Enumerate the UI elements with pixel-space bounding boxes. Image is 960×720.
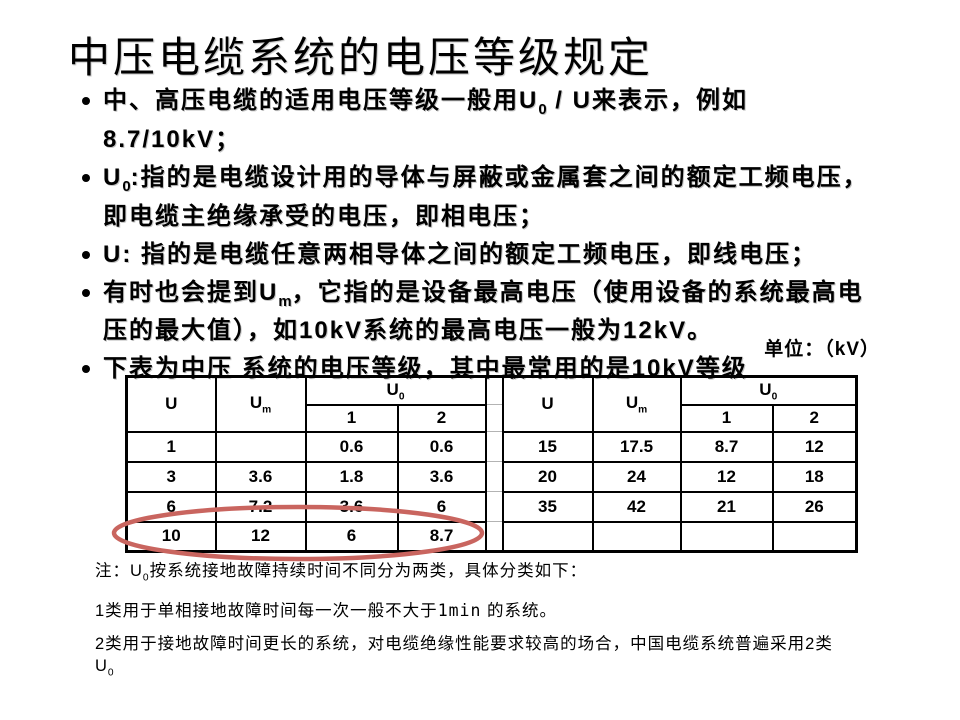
text-segment: 中、高压电缆的适用电压等级一般用U [103,87,539,114]
note-line: 2类用于接地故障时间更长的系统，对电缆绝缘性能要求较高的场合，中国电缆系统普遍采… [95,633,837,684]
table-cell [591,520,682,553]
table-cell: 8.7 [679,430,774,463]
table-cell: 24 [591,460,682,493]
bullet-dot-icon [82,365,90,374]
text-segment: 有时也会提到U [103,278,279,306]
table-cell [771,520,858,553]
table-row: 3 3.6 1.8 3.6 20 24 12 18 [125,460,858,493]
table-cell: 7.2 [214,490,307,523]
table-spacer [484,461,504,492]
table-cell: 6 [304,520,399,553]
unit-label: 单位：（kV） [764,339,880,360]
text-segment: ，它指的是设备最高电压（使用设备的系统最高电压的最大值），如10kV系统的最高电… [103,278,864,345]
bullet-dot-icon [82,250,90,259]
col-header-class2-right: 2 [771,403,858,433]
table-cell: 20 [501,460,594,493]
text-segment: U [103,163,123,191]
table-row-highlighted: 10 12 6 8.7 [125,520,858,553]
table-cell [679,520,774,553]
text-segment: U [249,393,263,413]
table-cell: 21 [679,490,774,523]
col-header-u-left: U [125,375,217,433]
col-header-u-right: U [501,375,594,433]
table-spacer [484,404,504,432]
text-segment: U: 指的是电缆任意两相导体之间的额定工频电压，即线电压； [103,240,817,268]
table-cell: 3.6 [214,460,307,493]
text-segment: :指的是电缆设计用的导体与屏蔽或金属套之间的额定工频电压，即电缆主绝缘承受的电压… [103,163,869,230]
text-segment: 0 [142,572,150,584]
bullet-item: U0:指的是电缆设计用的导体与屏蔽或金属套之间的额定工频电压，即电缆主绝缘承受的… [72,163,884,232]
table-cell: 1 [125,430,217,463]
table-cell: 6 [125,490,217,523]
col-header-class2-left: 2 [396,403,487,433]
text-segment: 注：U [95,562,143,580]
col-header-class1-right: 1 [679,403,774,433]
table-cell: 6 [396,490,487,523]
table-cell [214,430,307,463]
text-segment: 0 [122,178,131,195]
table-cell: 3 [125,460,217,493]
text-segment: m [262,404,272,416]
table-cell: 8.7 [396,520,487,553]
table-cell: 12 [679,460,774,493]
note-line: 1类用于单相接地故障时间每一次一般不大于1min 的系统。 [95,600,837,622]
text-segment: U [386,379,399,399]
table-cell: 0.6 [304,430,399,463]
table-cell: 17.5 [591,430,682,463]
notes: 注：U0按系统接地故障持续时间不同分为两类，具体分类如下： 1类用于单相接地故障… [95,560,837,696]
table-cell: 12 [771,430,858,463]
text-segment: m [638,404,648,416]
col-header-um-right: Um [591,375,682,433]
bullet-text: 中、高压电缆的适用电压等级一般用U0 / U来表示，例如8.7/10kV； [103,87,748,153]
note-line: 注：U0按系统接地故障持续时间不同分为两类，具体分类如下： [95,560,837,589]
text-segment: 0 [107,667,115,679]
col-header-class1-left: 1 [304,403,399,433]
bullet-item: 中、高压电缆的适用电压等级一般用U0 / U来表示，例如8.7/10kV； [72,86,884,155]
text-segment: m [278,293,292,310]
voltage-table: U Um U0 U Um U0 1 2 1 2 1 0.6 0.6 15 17.… [125,375,859,553]
col-header-um-left: Um [214,375,307,433]
table-spacer [484,521,504,552]
table-cell: 12 [214,520,307,553]
table-spacer [484,491,504,522]
col-header-u0-right: U0 [679,375,858,406]
text-segment: 2类用于接地故障时间更长的系统，对电缆绝缘性能要求较高的场合，中国电缆系统普遍采… [95,635,833,676]
table-cell: 3.6 [396,460,487,493]
table-cell: 1.8 [304,460,399,493]
text-segment: 1min [437,601,482,621]
text-segment: 按系统接地故障持续时间不同分为两类，具体分类如下： [149,562,588,580]
table-cell: 26 [771,490,858,523]
text-segment: U [625,393,639,413]
table-cell: 15 [501,430,594,463]
bullet-item: U: 指的是电缆任意两相导体之间的额定工频电压，即线电压； [72,240,884,270]
slide-title: 中压电缆系统的电压等级规定 [68,33,654,82]
table-cell: 18 [771,460,858,493]
table-cell: 0.6 [396,430,487,463]
table-cell: 42 [591,490,682,523]
text-segment: / U来表示，例如8.7/10kV； [103,87,748,153]
table-cell [501,520,594,553]
text-segment: U [759,379,772,399]
table-spacer [484,431,504,462]
bullet-text: U0:指的是电缆设计用的导体与屏蔽或金属套之间的额定工频电压，即电缆主绝缘承受的… [103,164,869,230]
bullet-item: 有时也会提到Um，它指的是设备最高电压（使用设备的系统最高电压的最大值），如10… [72,278,884,347]
text-segment: 0 [771,390,778,402]
table-cell: 35 [501,490,594,523]
table-cell: 10 [125,520,217,553]
text-segment: 的系统。 [481,602,558,621]
table-row: 6 7.2 3.6 6 35 42 21 26 [125,490,858,523]
text-segment: 0 [398,390,405,402]
table-cell: 3.6 [304,490,399,523]
bullet-dot-icon [82,173,90,182]
col-header-u0-left: U0 [304,375,487,406]
bullet-list: 中、高压电缆的适用电压等级一般用U0 / U来表示，例如8.7/10kV； U0… [72,86,884,392]
text-segment: 0 [538,101,547,118]
table-row: 1 0.6 0.6 15 17.5 8.7 12 [125,430,858,463]
bullet-dot-icon [82,288,90,297]
bullet-dot-icon [82,97,90,105]
bullet-text: U: 指的是电缆任意两相导体之间的额定工频电压，即线电压； [103,241,817,268]
text-segment: 1类用于单相接地故障时间每一次一般不大于 [95,602,438,621]
bullet-text: 有时也会提到Um，它指的是设备最高电压（使用设备的系统最高电压的最大值），如10… [103,279,864,345]
table-spacer [484,376,504,405]
